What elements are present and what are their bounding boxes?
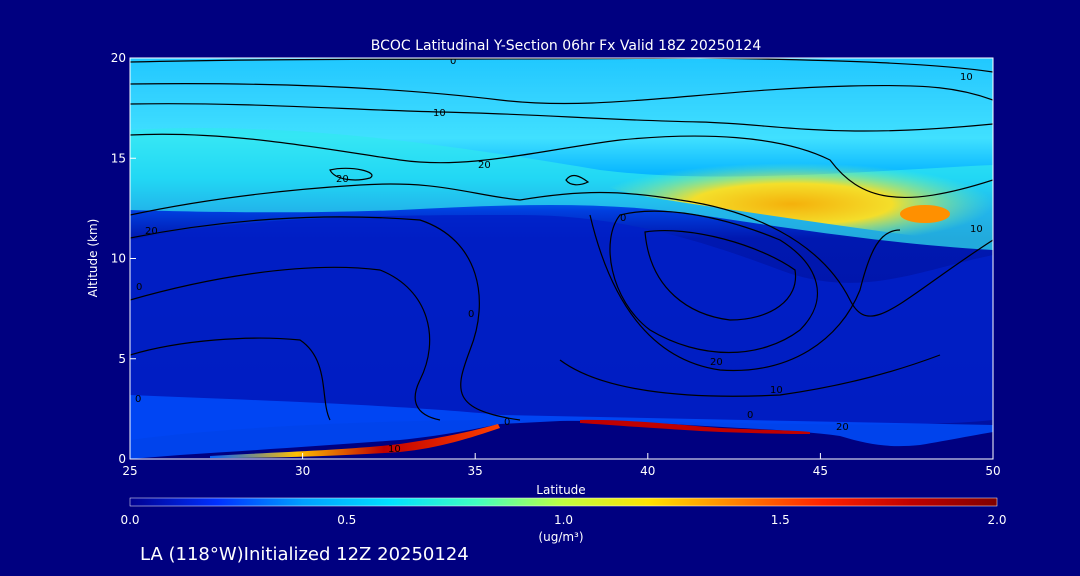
contour-labels: 0 10 20 20 20 20 0 0 10 10 0 0 20 10 0 0… [135, 56, 983, 455]
colorbar-units: (ug/m³) [538, 530, 583, 544]
svg-text:0: 0 [620, 213, 626, 224]
colorbar-tick-label: 1.0 [554, 513, 573, 527]
svg-text:10: 10 [970, 224, 983, 235]
y-tick-label: 0 [118, 452, 126, 466]
y-axis: 0 5 10 15 20 [111, 51, 136, 466]
y-axis-label: Altitude (km) [86, 219, 100, 298]
mid-blue-mass [130, 215, 993, 440]
svg-text:20: 20 [710, 357, 723, 368]
svg-text:20: 20 [145, 226, 158, 237]
svg-text:0: 0 [468, 309, 474, 320]
svg-text:20: 20 [336, 174, 349, 185]
contour-lines [130, 58, 993, 421]
orange-core [900, 205, 950, 223]
y-tick-label: 15 [111, 151, 126, 165]
colorbar-tick-label: 0.5 [337, 513, 356, 527]
x-tick-label: 40 [640, 464, 655, 478]
surface-plume-east [580, 419, 810, 434]
x-tick-label: 35 [468, 464, 483, 478]
x-tick-label: 25 [122, 464, 137, 478]
init-subtitle: LA (118°W)Initialized 12Z 20250124 [140, 544, 469, 565]
svg-text:0: 0 [136, 282, 142, 293]
svg-text:20: 20 [478, 160, 491, 171]
x-axis: 25 30 35 40 45 50 [122, 453, 1001, 478]
x-axis-label: Latitude [536, 483, 585, 497]
svg-text:10: 10 [960, 72, 973, 83]
svg-text:0: 0 [504, 417, 510, 428]
x-tick-label: 30 [295, 464, 310, 478]
colorbar-ticks: 0.0 0.5 1.0 1.5 2.0 [120, 513, 1006, 527]
y-tick-label: 20 [111, 51, 126, 65]
colorbar-tick-label: 0.0 [120, 513, 139, 527]
colorbar-tick-label: 1.5 [771, 513, 790, 527]
svg-text:10: 10 [770, 385, 783, 396]
colorbar-tick-label: 2.0 [987, 513, 1006, 527]
svg-text:0: 0 [135, 394, 141, 405]
x-tick-label: 45 [813, 464, 828, 478]
plot-area: 0 10 20 20 20 20 0 0 10 10 0 0 20 10 0 0… [130, 56, 993, 459]
svg-text:10: 10 [388, 444, 401, 455]
x-tick-label: 50 [985, 464, 1000, 478]
yellow-plume [590, 163, 993, 245]
svg-text:20: 20 [836, 422, 849, 433]
svg-text:0: 0 [450, 56, 456, 67]
y-tick-label: 10 [111, 252, 126, 266]
surface-plume-west [210, 424, 500, 458]
svg-text:0: 0 [747, 410, 753, 421]
svg-text:10: 10 [433, 108, 446, 119]
upper-plume-band [130, 128, 993, 250]
chart-title: BCOC Latitudinal Y-Section 06hr Fx Valid… [371, 38, 762, 54]
y-tick-label: 5 [118, 352, 126, 366]
colorbar [129, 497, 998, 507]
